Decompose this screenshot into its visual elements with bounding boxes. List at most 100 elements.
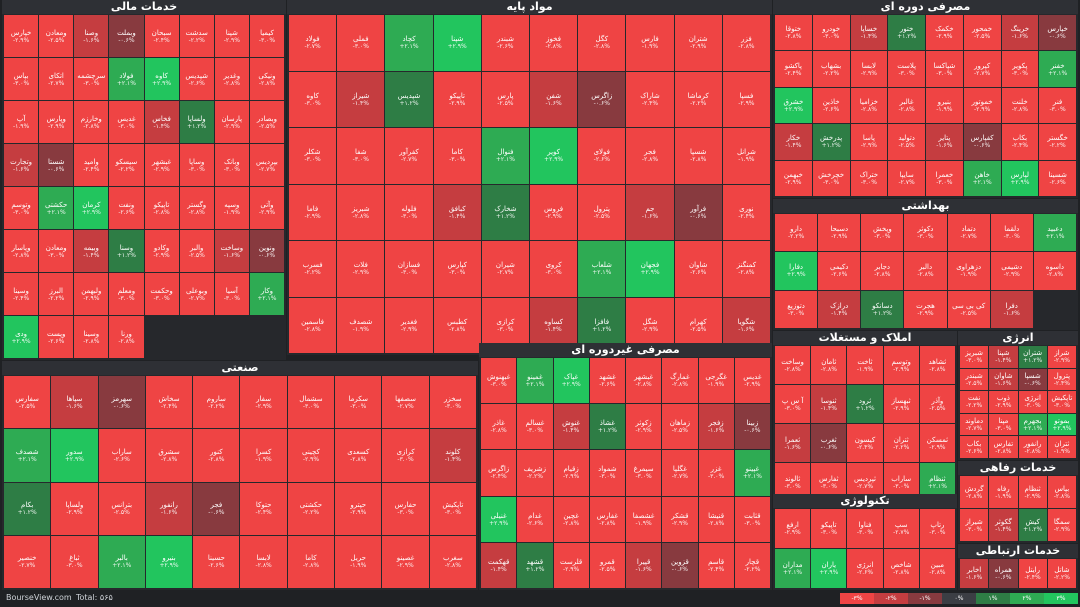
stock-tile[interactable]: دلقما -۳.۰%: [990, 214, 1033, 252]
stock-tile[interactable]: غبشهر -۲.۹%: [144, 144, 179, 186]
stock-tile[interactable]: ومعلم -۳.۰%: [109, 273, 144, 315]
stock-tile[interactable]: غشاذ +۱.۲%: [589, 404, 625, 450]
stock-tile[interactable]: غنوش -۱.۴%: [553, 404, 589, 450]
stock-tile[interactable]: ورنا -۲.۸%: [109, 316, 144, 358]
stock-tile[interactable]: حکشتی +۲.۱%: [39, 187, 74, 229]
stock-tile[interactable]: گردش -۲.۸%: [960, 476, 989, 508]
stock-tile[interactable]: شیراز -۱.۴%: [337, 71, 385, 127]
stock-tile[interactable]: اتکای -۲.۷%: [39, 58, 74, 100]
stock-tile[interactable]: هجرت -۲.۹%: [904, 290, 947, 328]
stock-tile[interactable]: خلنت -۲.۸%: [1001, 87, 1039, 124]
stock-tile[interactable]: آپ -۱.۹%: [4, 101, 39, 143]
stock-tile[interactable]: ساراب -۲.۶%: [98, 429, 145, 482]
stock-tile[interactable]: قلرست -۲.۹%: [553, 542, 589, 588]
stock-tile[interactable]: ذوب -۲.۹%: [989, 391, 1018, 413]
stock-tile[interactable]: غدیس -۲.۹%: [734, 358, 770, 404]
stock-tile[interactable]: شتران -۲.۹%: [674, 15, 722, 71]
stock-tile[interactable]: فسازان -۳.۰%: [385, 241, 433, 297]
stock-tile[interactable]: دارو -۲.۲%: [775, 214, 818, 252]
stock-tile[interactable]: وبملت -۰.۶%: [109, 15, 144, 57]
stock-tile[interactable]: زکوثر -۲.۹%: [626, 404, 662, 450]
stock-tile[interactable]: فنوال +۲.۱%: [481, 128, 529, 184]
stock-tile[interactable]: دکیمی -۲.۶%: [818, 252, 861, 290]
stock-tile[interactable]: سپاها -۱.۶%: [51, 376, 98, 429]
stock-tile[interactable]: شپدیس +۱.۲%: [385, 71, 433, 127]
stock-tile[interactable]: وسنا +۱.۲%: [109, 230, 144, 272]
stock-tile[interactable]: بموتو +۲.۹%: [1047, 413, 1076, 436]
stock-tile[interactable]: کبافق -۱.۴%: [433, 184, 481, 240]
stock-tile[interactable]: ولبهمن -۲.۹%: [74, 273, 109, 315]
stock-tile[interactable]: خعمرا -۳.۰%: [926, 160, 963, 196]
stock-tile[interactable]: پاسا -۲.۹%: [850, 124, 888, 160]
stock-tile[interactable]: کطبس -۲.۸%: [433, 297, 481, 353]
stock-tile[interactable]: شتران +۱.۲%: [1018, 346, 1047, 368]
stock-tile[interactable]: سغرب -۲.۸%: [429, 535, 476, 588]
stock-tile[interactable]: فلات -۲.۹%: [337, 241, 385, 297]
stock-tile[interactable]: سخاش -۲.۴%: [145, 376, 193, 429]
stock-tile[interactable]: دعبید +۲.۱%: [1033, 214, 1076, 252]
stock-tile[interactable]: شپنا +۲.۹%: [433, 15, 481, 71]
stock-tile[interactable]: ارفع -۲.۹%: [775, 509, 811, 548]
stock-tile[interactable]: کرماشا -۲.۲%: [674, 71, 722, 127]
stock-tile[interactable]: سدور +۲.۹%: [51, 429, 98, 482]
stock-tile[interactable]: بشهاب -۲.۲%: [812, 51, 850, 87]
stock-tile[interactable]: حکشتی -۲.۲%: [287, 482, 335, 535]
stock-tile[interactable]: فجهان +۲.۹%: [626, 241, 674, 297]
stock-tile[interactable]: حریل -۱.۹%: [335, 535, 382, 588]
stock-tile[interactable]: سمگا -۲.۹%: [1047, 509, 1076, 541]
stock-tile[interactable]: مداران +۲.۱%: [775, 549, 811, 588]
stock-tile[interactable]: سصفها -۲.۷%: [382, 376, 429, 429]
stock-tile[interactable]: وبانک -۳.۰%: [214, 144, 249, 186]
stock-tile[interactable]: شپنا -۱.۴%: [989, 346, 1018, 368]
stock-tile[interactable]: پارسان -۲.۹%: [214, 101, 249, 143]
stock-tile[interactable]: ثتران -۲.۲%: [883, 424, 919, 462]
stock-tile[interactable]: شبریز -۲.۸%: [337, 184, 385, 240]
stock-tile[interactable]: حسینا -۲.۶%: [193, 535, 240, 588]
stock-tile[interactable]: غدام -۲.۶%: [517, 496, 553, 542]
stock-tile[interactable]: ثرود +۱.۲%: [847, 385, 883, 423]
stock-tile[interactable]: غسالم -۳.۰%: [517, 404, 553, 450]
stock-tile[interactable]: وکادو -۲.۹%: [144, 230, 179, 272]
stock-tile[interactable]: غنیلی +۲.۹%: [481, 496, 517, 542]
stock-tile[interactable]: قزوین -۰.۶%: [662, 542, 698, 588]
stock-tile[interactable]: فجر -۲.۸%: [626, 128, 674, 184]
stock-tile[interactable]: کیمیا -۳.۰%: [249, 15, 284, 57]
stock-tile[interactable]: کچاد +۲.۱%: [385, 15, 433, 71]
stock-tile[interactable]: حپترو -۲.۹%: [335, 482, 382, 535]
stock-tile[interactable]: تاپیکو -۳.۰%: [811, 509, 847, 548]
stock-tile[interactable]: فخاس -۱.۴%: [144, 101, 179, 143]
stock-tile[interactable]: فناوا -۳.۰%: [847, 509, 883, 548]
stock-tile[interactable]: دماوند -۲.۷%: [960, 413, 989, 436]
stock-tile[interactable]: دزهراوی -۱.۹%: [947, 252, 990, 290]
stock-tile[interactable]: خساپا -۱.۴%: [850, 15, 888, 51]
stock-tile[interactable]: ثباغ -۳.۰%: [51, 535, 98, 588]
stock-tile[interactable]: غفارس -۲.۸%: [589, 496, 625, 542]
stock-tile[interactable]: فسرب -۲.۲%: [289, 241, 337, 297]
stock-tile[interactable]: زفجر -۱.۶%: [698, 404, 734, 450]
stock-tile[interactable]: لابسا -۲.۸%: [240, 535, 287, 588]
stock-tile[interactable]: کسرا -۱.۹%: [240, 429, 287, 482]
stock-tile[interactable]: بترانس -۲.۵%: [98, 482, 145, 535]
stock-tile[interactable]: پترول -۲.۵%: [578, 184, 626, 240]
stock-tile[interactable]: خمحور -۲.۵%: [963, 15, 1001, 51]
stock-tile[interactable]: سایپا -۲.۷%: [888, 160, 925, 196]
stock-tile[interactable]: شرانل -۱.۹%: [722, 128, 770, 184]
stock-tile[interactable]: مبین -۲.۸%: [919, 549, 955, 588]
stock-tile[interactable]: خفنر +۲.۱%: [1039, 51, 1076, 87]
stock-tile[interactable]: شفن -۱.۶%: [530, 71, 578, 127]
stock-tile[interactable]: شیران -۲.۷%: [481, 241, 529, 297]
stock-tile[interactable]: سدشت -۲.۲%: [179, 15, 214, 57]
stock-tile[interactable]: شمواد -۳.۰%: [589, 450, 625, 496]
stock-tile[interactable]: خرینگ -۱.۶%: [1001, 15, 1039, 51]
stock-tile[interactable]: وساخت -۱.۶%: [214, 230, 249, 272]
stock-tile[interactable]: کویر +۲.۹%: [530, 128, 578, 184]
stock-tile[interactable]: دتوزیع -۳.۰%: [775, 290, 818, 328]
stock-tile[interactable]: فزر -۲.۸%: [722, 15, 770, 71]
stock-tile[interactable]: قهکمت -۱.۴%: [481, 542, 517, 588]
stock-tile[interactable]: زماهان -۲.۵%: [662, 404, 698, 450]
stock-tile[interactable]: وتوسم -۲.۹%: [883, 346, 919, 384]
stock-tile[interactable]: سهرمز -۰.۶%: [98, 376, 145, 429]
stock-tile[interactable]: بجهرم +۲.۱%: [1018, 413, 1047, 436]
stock-tile[interactable]: کاما -۲.۸%: [287, 535, 335, 588]
stock-tile[interactable]: فغدیر -۲.۹%: [385, 297, 433, 353]
